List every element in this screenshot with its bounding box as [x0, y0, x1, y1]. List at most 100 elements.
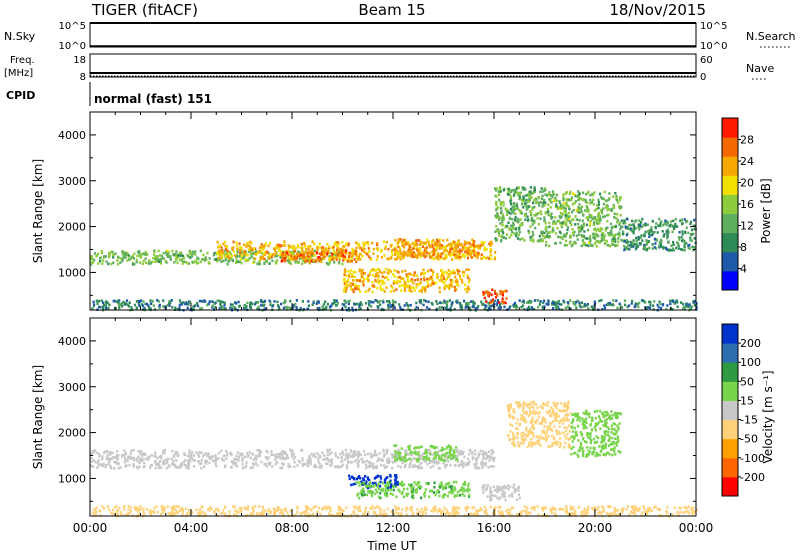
- heatmap-cell: [116, 462, 119, 466]
- heatmap-cell: [522, 200, 525, 203]
- heatmap-cell: [254, 302, 257, 306]
- heatmap-cell: [279, 249, 282, 253]
- heatmap-cell: [252, 510, 255, 513]
- heatmap-cell: [249, 456, 252, 460]
- heatmap-cell: [141, 458, 144, 461]
- heatmap-cell: [464, 250, 467, 254]
- heatmap-cell: [569, 220, 572, 223]
- heatmap-cell: [452, 242, 455, 246]
- heatmap-cell: [418, 464, 421, 468]
- heatmap-cell: [285, 308, 288, 311]
- heatmap-cell: [297, 459, 300, 463]
- heatmap-cell: [202, 253, 205, 257]
- heatmap-cell: [436, 238, 439, 242]
- heatmap-cell: [443, 250, 446, 254]
- heatmap-cell: [434, 281, 438, 285]
- heatmap-cell: [393, 460, 396, 464]
- heatmap-cell: [533, 221, 536, 224]
- heatmap-cell: [556, 219, 559, 223]
- heatmap-cell: [461, 281, 464, 284]
- heatmap-cell: [687, 244, 690, 247]
- heatmap-cell: [484, 451, 488, 455]
- heatmap-cell: [127, 456, 130, 459]
- heatmap-cell: [321, 249, 324, 252]
- heatmap-cell: [505, 297, 508, 300]
- heatmap-cell: [259, 262, 262, 266]
- heatmap-cell: [274, 512, 277, 516]
- heatmap-cell: [546, 303, 549, 306]
- heatmap-cell: [584, 512, 587, 516]
- heatmap-cell: [654, 225, 657, 229]
- heatmap-cell: [138, 254, 141, 258]
- heatmap-cell: [218, 253, 221, 256]
- heatmap-cell: [234, 461, 238, 465]
- heatmap-cell: [479, 507, 482, 510]
- heatmap-cell: [634, 247, 637, 251]
- heatmap-cell: [148, 511, 151, 515]
- heatmap-cell: [352, 455, 355, 459]
- heatmap-cell: [370, 241, 374, 245]
- heatmap-cell: [177, 308, 180, 311]
- heatmap-cell: [515, 231, 518, 235]
- heatmap-cell: [270, 255, 273, 259]
- heatmap-cell: [301, 249, 304, 252]
- heatmap-cell: [254, 257, 257, 261]
- heatmap-cell: [603, 509, 606, 512]
- heatmap-cell: [529, 186, 532, 189]
- colorbar-segment: [722, 270, 738, 291]
- heatmap-cell: [257, 305, 260, 309]
- heatmap-cell: [199, 511, 202, 515]
- heatmap-cell: [572, 208, 575, 212]
- heatmap-cell: [493, 289, 496, 293]
- heatmap-cell: [235, 255, 238, 259]
- heatmap-cell: [249, 301, 252, 305]
- heatmap-cell: [188, 512, 191, 515]
- heatmap-cell: [571, 231, 575, 235]
- nsky-tick-top: 10^5: [59, 21, 86, 32]
- heatmap-cell: [597, 219, 600, 222]
- heatmap-cell: [489, 247, 492, 251]
- heatmap-cell: [273, 253, 276, 257]
- heatmap-cell: [597, 240, 600, 244]
- heatmap-cell: [533, 199, 536, 202]
- heatmap-cell: [568, 192, 571, 196]
- heatmap-cell: [637, 305, 640, 309]
- heatmap-cell: [606, 226, 609, 229]
- heatmap-cell: [537, 239, 540, 243]
- heatmap-cell: [449, 247, 452, 251]
- heatmap-cell: [470, 245, 473, 248]
- heatmap-cell: [515, 234, 518, 238]
- heatmap-cell: [237, 459, 240, 462]
- heatmap-cell: [481, 303, 484, 306]
- heatmap-cell: [480, 460, 483, 464]
- heatmap-cell: [518, 513, 521, 516]
- heatmap-cell: [684, 506, 687, 509]
- heatmap-cell: [92, 300, 95, 304]
- heatmap-cell: [354, 286, 357, 289]
- heatmap-cell: [139, 261, 142, 264]
- heatmap-cell: [104, 450, 107, 454]
- heatmap-cell: [689, 236, 692, 240]
- heatmap-cell: [117, 262, 120, 266]
- heatmap-cell: [263, 303, 266, 307]
- heatmap-cell: [605, 205, 608, 209]
- heatmap-cell: [123, 302, 126, 305]
- heatmap-cell: [370, 507, 373, 510]
- heatmap-cell: [232, 460, 235, 464]
- heatmap-cell: [353, 505, 357, 509]
- heatmap-cell: [316, 251, 319, 255]
- heatmap-cell: [502, 201, 505, 204]
- heatmap-cell: [366, 452, 369, 456]
- heatmap-cell: [477, 246, 480, 250]
- heatmap-cell: [166, 459, 169, 462]
- heatmap-cell: [356, 279, 359, 282]
- heatmap-cell: [170, 510, 173, 514]
- heatmap-cell: [285, 251, 288, 255]
- cpid-label: CPID: [6, 89, 35, 102]
- heatmap-cell: [496, 301, 499, 305]
- heatmap-cell: [638, 301, 641, 305]
- heatmap-cell: [201, 505, 204, 509]
- heatmap-cell: [521, 300, 524, 304]
- heatmap-cell: [329, 256, 332, 260]
- heatmap-cell: [229, 451, 232, 455]
